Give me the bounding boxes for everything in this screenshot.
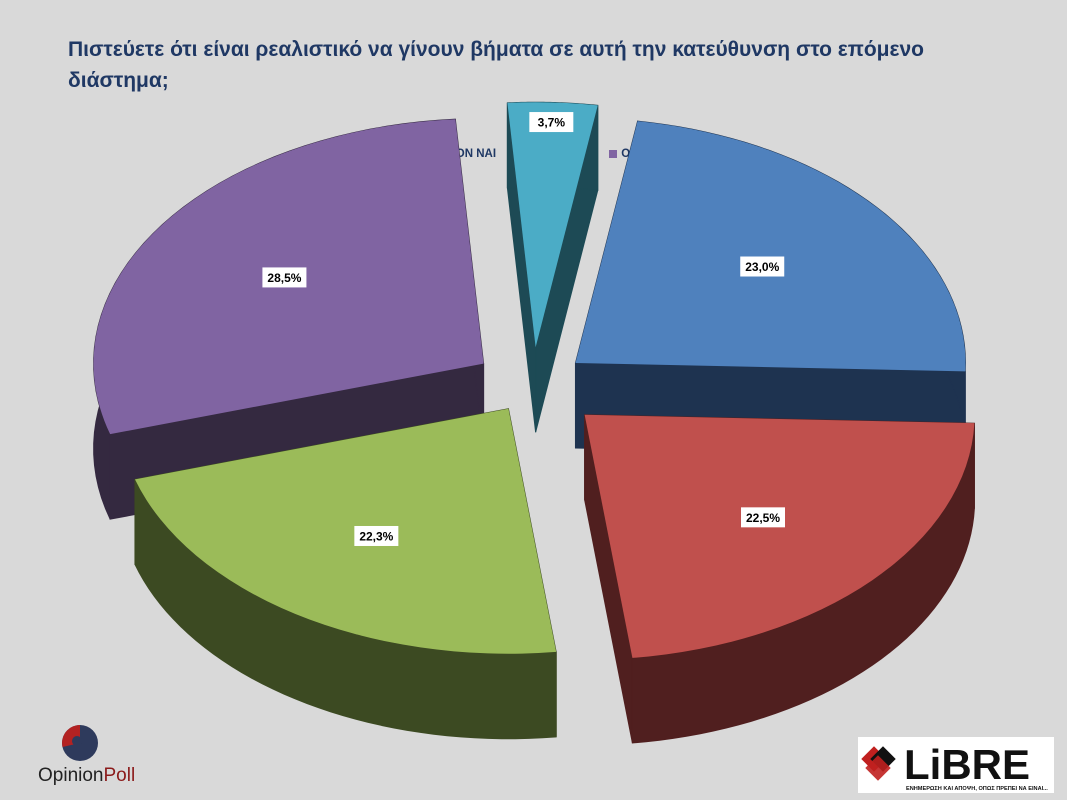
data-label-text: 3,7% bbox=[538, 116, 566, 130]
data-label-text: 22,5% bbox=[746, 511, 780, 525]
pie-slice bbox=[575, 121, 966, 372]
legend-swatch bbox=[609, 150, 618, 158]
data-label: 23,0% bbox=[740, 256, 785, 277]
data-label: 3,7% bbox=[529, 112, 574, 133]
opinionpoll-logo-icon bbox=[62, 725, 98, 761]
opinion-word: Opinion bbox=[38, 765, 104, 786]
data-label-text: 22,3% bbox=[359, 529, 393, 543]
pie-slice bbox=[507, 102, 598, 348]
pie-slice bbox=[134, 408, 557, 654]
pie-slice bbox=[584, 414, 975, 658]
data-label-text: 28,5% bbox=[267, 271, 301, 285]
svg-text:LiBRE: LiBRE bbox=[904, 741, 1030, 788]
poll-word: Poll bbox=[103, 765, 136, 786]
libre-logo-icon: LiBRE ΕΝΗΜΕΡΩΣΗ ΚΑΙ ΑΠΟΨΗ, ΟΠΩΣ ΠΡΕΠΕΙ Ν… bbox=[858, 737, 1054, 793]
opinionpoll-logo-text: OpinionPoll bbox=[38, 765, 135, 787]
chart-title: Πιστεύετε ότι είναι ρεαλιστικό να γίνουν… bbox=[68, 38, 924, 92]
svg-text:ΕΝΗΜΕΡΩΣΗ ΚΑΙ ΑΠΟΨΗ, ΟΠΩΣ ΠΡΕΠ: ΕΝΗΜΕΡΩΣΗ ΚΑΙ ΑΠΟΨΗ, ΟΠΩΣ ΠΡΕΠΕΙ ΝΑ ΕΙΝΑ… bbox=[906, 786, 1048, 792]
data-label: 22,5% bbox=[741, 507, 786, 528]
data-label: 22,3% bbox=[354, 525, 399, 546]
data-label-text: 23,0% bbox=[745, 260, 779, 274]
data-label: 28,5% bbox=[262, 267, 307, 288]
